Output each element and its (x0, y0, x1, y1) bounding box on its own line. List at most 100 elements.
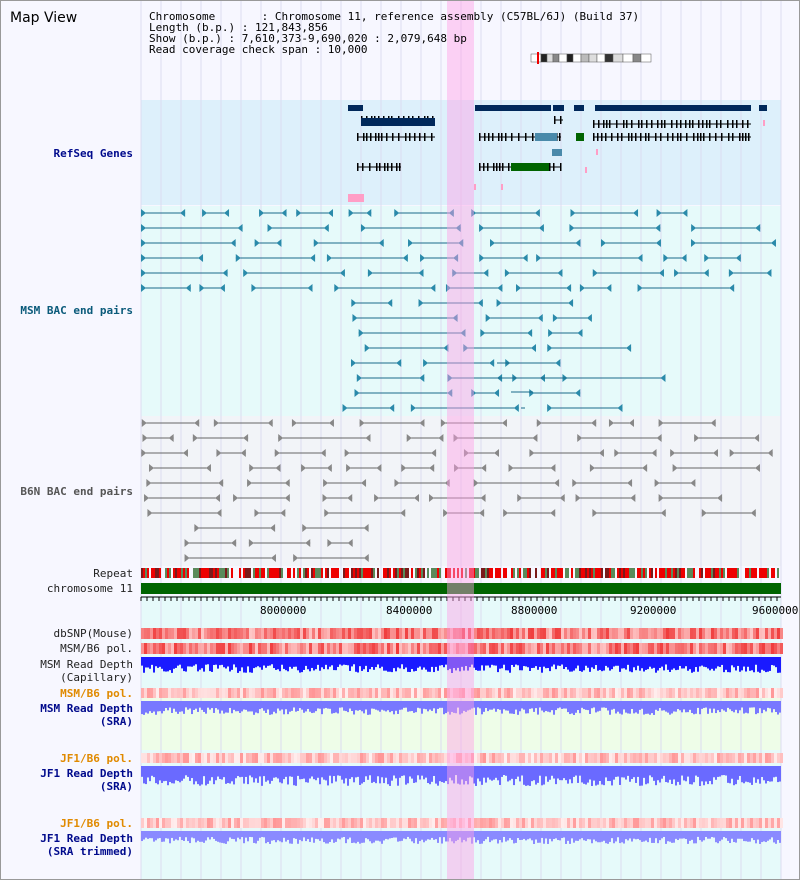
msm-read-depth-capillary-bar (595, 657, 597, 666)
repeat-element (259, 568, 261, 578)
b6n-bac-end (654, 479, 660, 487)
msm-read-depth-capillary-bar (189, 657, 191, 667)
track-label-msm-read-depth-capillary[interactable]: MSM Read Depth (Capillary) (40, 658, 133, 684)
msm-bac-end (575, 239, 581, 247)
msm-read-depth-capillary-bar (333, 657, 335, 671)
msm-bac-end (364, 344, 370, 352)
b6n-bac-end (414, 494, 420, 502)
jf1-b6-pol-density (678, 753, 681, 763)
jf1-read-depth-sra-bar (575, 766, 577, 776)
msm-read-depth-sra-bar (533, 701, 535, 712)
msm-read-depth-capillary-bar (321, 657, 323, 668)
repeat-element (687, 568, 689, 578)
msm-b6-pol-sra-density (726, 688, 729, 698)
track-label-msm-bac[interactable]: MSM BAC end pairs (20, 304, 133, 317)
jf1-read-depth-sra-bar (359, 766, 361, 785)
msm-read-depth-capillary-bar (153, 657, 155, 673)
track-label-msm-read-depth-sra[interactable]: MSM Read Depth (SRA) (40, 702, 133, 728)
jf1-read-depth-trimmed-bar (423, 831, 425, 843)
jf1-b6-pol-density (228, 753, 231, 763)
repeat-element (411, 568, 413, 578)
msm-read-depth-sra-bar (777, 701, 779, 715)
jf1-read-depth-sra-bar (539, 766, 541, 776)
track-label-refseq[interactable]: RefSeq Genes (53, 147, 133, 160)
jf1-b6-pol-trim-density (303, 818, 306, 828)
msm-read-depth-sra-bar (219, 701, 221, 714)
msm-read-depth-capillary-bar (343, 657, 345, 665)
jf1-b6-pol-density (777, 753, 780, 763)
msm-b6-pol-density (717, 643, 720, 654)
msm-b6-pol-sra-density (246, 688, 249, 698)
msm-b6-pol-density (141, 643, 144, 654)
jf1-b6-pol-density (288, 753, 291, 763)
jf1-b6-pol-trim-density (180, 818, 183, 828)
b6n-bac-end (278, 434, 284, 442)
jf1-b6-pol-density (459, 753, 462, 763)
msm-b6-pol-sra-density (414, 688, 417, 698)
jf1-read-depth-trimmed-bar (661, 831, 663, 839)
msm-b6-pol-density (534, 643, 537, 654)
jf1-read-depth-trimmed-bar (247, 831, 249, 842)
refseq-exon (697, 133, 699, 141)
dbsnp-density (660, 628, 663, 639)
b6n-bac-end (267, 419, 273, 427)
track-label-b6n-bac[interactable]: B6N BAC end pairs (20, 485, 133, 498)
msm-read-depth-sra-bar (741, 701, 743, 708)
jf1-read-depth-sra-bar (489, 766, 491, 780)
jf1-read-depth-sra-bar (397, 766, 399, 786)
dbsnp-density (501, 628, 504, 639)
track-label-jf1-b6-pol-2[interactable]: JF1/B6 pol. (60, 817, 133, 830)
msm-read-depth-capillary-bar (145, 657, 147, 668)
b6n-bac-end (501, 419, 507, 427)
track-label-msm-b6-pol-2[interactable]: MSM/B6 pol. (60, 687, 133, 700)
dbsnp-density (546, 628, 549, 639)
track-label-chromosome[interactable]: chromosome 11 (46, 582, 133, 595)
msm-b6-pol-density (699, 643, 702, 654)
jf1-read-depth-sra-bar (299, 766, 301, 780)
repeat-element (761, 568, 763, 578)
jf1-b6-pol-density (348, 753, 351, 763)
jf1-read-depth-trimmed-bar (585, 831, 587, 841)
jf1-read-depth-sra-bar (565, 766, 567, 781)
dbsnp-density (561, 628, 564, 639)
msm-read-depth-capillary-bar (257, 657, 259, 667)
msm-read-depth-capillary-bar (325, 657, 327, 665)
jf1-read-depth-trimmed-bar (485, 831, 487, 840)
msm-bac-end (691, 224, 697, 232)
refseq-exon (709, 120, 711, 128)
jf1-read-depth-sra-bar (439, 766, 441, 782)
jf1-b6-pol-trim-density (681, 818, 684, 828)
msm-b6-pol-sra-density (627, 688, 630, 698)
msm-b6-pol-density (720, 643, 723, 654)
repeat-element (357, 568, 359, 578)
refseq-exon (392, 133, 394, 141)
msm-read-depth-sra-bar (223, 701, 225, 714)
msm-bac-end (418, 269, 424, 277)
msm-b6-pol-sra-density (168, 688, 171, 698)
track-label-jf1-b6-pol-1[interactable]: JF1/B6 pol. (60, 752, 133, 765)
repeat-element (715, 568, 717, 578)
track-label-msm-b6-pol-1[interactable]: MSM/B6 pol. (60, 642, 133, 655)
jf1-read-depth-trimmed-bar (231, 831, 233, 839)
refseq-exon (664, 120, 666, 128)
dbsnp-density (159, 628, 162, 639)
track-label-dbsnp[interactable]: dbSNP(Mouse) (53, 627, 133, 640)
selected-region-highlight[interactable] (447, 1, 474, 879)
jf1-read-depth-trimmed-bar (301, 831, 303, 842)
jf1-b6-pol-density (186, 753, 189, 763)
msm-b6-pol-density (726, 643, 729, 654)
track-label-repeat[interactable]: Repeat (93, 567, 133, 580)
track-label-jf1-read-depth-sra[interactable]: JF1 Read Depth (SRA) (40, 767, 133, 793)
msm-b6-pol-density (333, 643, 336, 654)
jf1-read-depth-sra-bar (695, 766, 697, 776)
refseq-exon (532, 133, 534, 141)
msm-b6-pol-sra-density (546, 688, 549, 698)
jf1-b6-pol-trim-density (750, 818, 753, 828)
jf1-b6-pol-trim-density (519, 818, 522, 828)
jf1-read-depth-trimmed-bar (765, 831, 767, 843)
msm-b6-pol-sra-density (435, 688, 438, 698)
jf1-read-depth-trimmed-bar (703, 831, 705, 841)
jf1-read-depth-sra-bar (347, 766, 349, 786)
track-label-jf1-read-depth-trimmed[interactable]: JF1 Read Depth (SRA trimmed) (40, 832, 133, 858)
